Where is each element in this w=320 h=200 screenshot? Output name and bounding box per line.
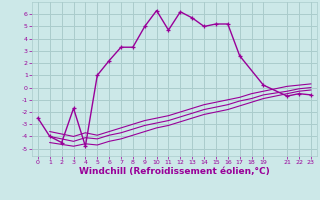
X-axis label: Windchill (Refroidissement éolien,°C): Windchill (Refroidissement éolien,°C) <box>79 167 270 176</box>
